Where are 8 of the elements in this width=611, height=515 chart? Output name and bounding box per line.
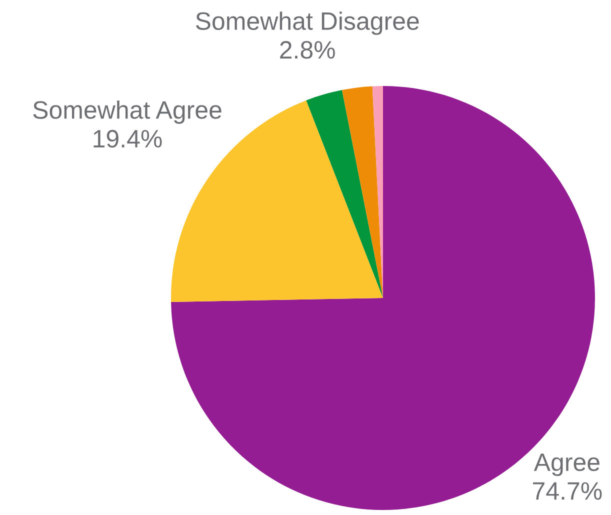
data-label: 2.8% [280,41,335,59]
data-label: 74.7% [533,482,602,500]
data-label: 19.4% [94,130,162,148]
slice-label: Somewhat Agree [33,100,222,124]
slice-label: Somewhat Disagree [196,12,419,35]
pie-slice [342,86,383,298]
pie-slice [306,90,383,298]
slice-label: Agree [534,454,600,476]
